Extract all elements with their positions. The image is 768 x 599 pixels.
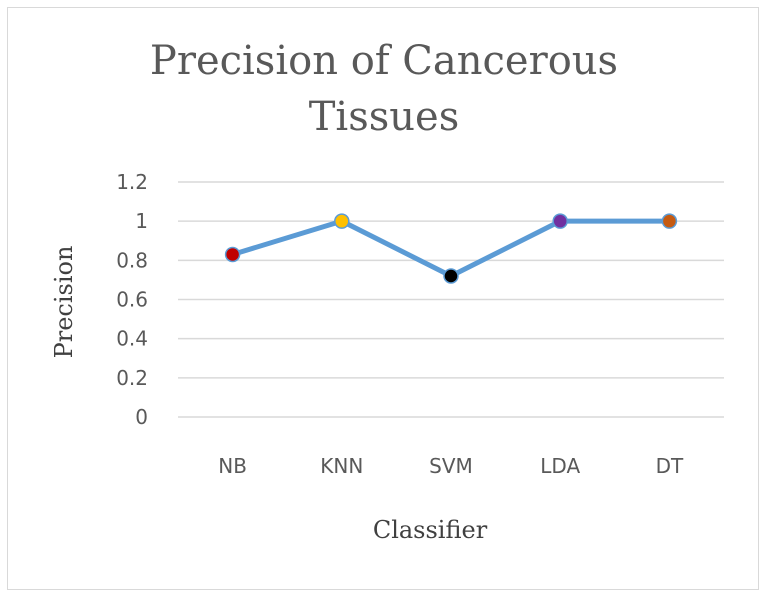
series-line-path (231, 218, 670, 279)
x-axis-title: Classifier (373, 516, 488, 544)
y-tick-label: 1 (135, 209, 148, 233)
y-tick-label: 1.2 (116, 170, 148, 194)
y-axis-title: Precision (50, 246, 78, 359)
data-point-marker (334, 213, 350, 229)
y-tick-label: 0.4 (116, 327, 148, 351)
x-tick-labels: NB KNN SVM LDA DT (218, 454, 684, 478)
y-tick-labels: 0 0.2 0.4 0.6 0.8 1 1.2 (116, 170, 148, 429)
chart-title-line-2: Tissues (308, 94, 460, 140)
data-point-marker (443, 268, 459, 284)
y-tick-label: 0.6 (116, 288, 148, 312)
chart-title-line-1: Precision of Cancerous (149, 38, 619, 84)
x-tick-label: LDA (540, 454, 580, 478)
data-point-marker (552, 213, 568, 229)
x-tick-label: KNN (320, 454, 363, 478)
x-tick-label: DT (656, 454, 684, 478)
gridlines (178, 181, 724, 418)
series-line (231, 218, 670, 279)
chart-frame (7, 7, 759, 590)
y-tick-label: 0 (135, 405, 148, 429)
x-tick-label: NB (218, 454, 247, 478)
x-tick-label: SVM (429, 454, 473, 478)
data-point-marker (661, 213, 678, 229)
data-point-marker (224, 246, 241, 263)
series-markers (224, 213, 678, 284)
y-tick-label: 0.8 (116, 248, 148, 272)
y-tick-label: 0.2 (116, 366, 148, 390)
